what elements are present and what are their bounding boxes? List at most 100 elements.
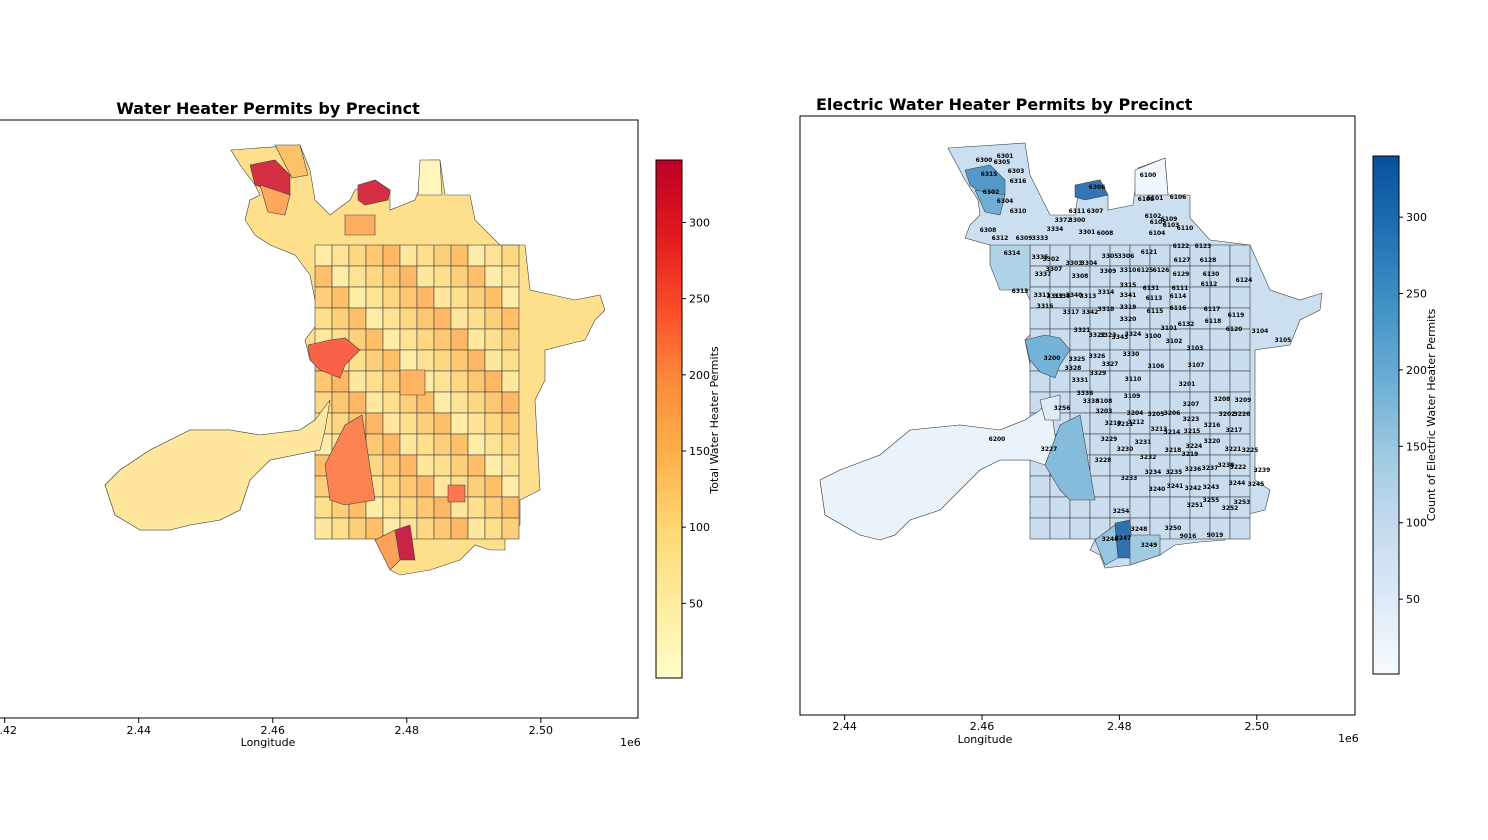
right-colorbar-band <box>1373 295 1399 302</box>
left-precinct-6100 <box>417 159 443 196</box>
right-precinct-label-3110: 3110 <box>1125 376 1142 383</box>
left-precinct-cell <box>433 433 452 456</box>
left-precinct-cell <box>399 349 418 372</box>
right-colorbar-band <box>1373 321 1399 328</box>
right-colorbar-band <box>1373 528 1399 535</box>
left-precinct-cell <box>484 412 503 435</box>
right-precinct-label-6307: 6307 <box>1087 208 1104 215</box>
left-precinct-cell <box>501 496 520 519</box>
right-precinct-label-6124: 6124 <box>1236 277 1253 284</box>
left-precinct-cell <box>484 265 503 288</box>
left-colorbar-tick-label: 200 <box>689 369 710 382</box>
right-colorbar-band <box>1373 383 1399 390</box>
right-precinct-label-6111: 6111 <box>1172 285 1189 292</box>
left-precinct-cell <box>467 286 486 309</box>
right-precinct-6200 <box>819 399 1061 541</box>
right-precinct-label-3105: 3105 <box>1275 337 1292 344</box>
left-colorbar-band <box>656 652 682 658</box>
right-precinct-label-3103: 3103 <box>1187 345 1204 352</box>
left-colorbar-band <box>656 160 682 166</box>
right-colorbar-band <box>1373 575 1399 582</box>
left-colorbar-band <box>656 279 682 285</box>
electric-water-heater-map-panel: Electric Water Heater Permits by Precinc… <box>799 95 1438 746</box>
left-precinct-cell <box>365 391 384 414</box>
left-colorbar-band <box>656 351 682 358</box>
left-precinct-cell <box>399 328 418 351</box>
left-precinct-cell <box>399 475 418 498</box>
left-colorbar-band <box>656 242 682 249</box>
right-colorbar-band <box>1373 269 1399 276</box>
right-colorbar-band <box>1373 642 1399 649</box>
left-precinct-cell <box>450 370 469 393</box>
right-colorbar-band <box>1373 596 1399 603</box>
left-precinct-cell <box>467 349 486 372</box>
right-precinct-cell <box>1209 286 1231 309</box>
left-colorbar-band <box>656 579 682 586</box>
left-precinct-cell <box>365 265 384 288</box>
right-precinct-cell <box>1129 496 1151 519</box>
left-precinct-cell <box>501 265 520 288</box>
right-precinct-label-3326: 3326 <box>1089 353 1106 360</box>
right-precinct-label-3109: 3109 <box>1124 393 1141 400</box>
right-precinct-cell <box>1049 517 1071 540</box>
right-colorbar-band <box>1373 503 1399 509</box>
left-precinct-cell <box>501 475 520 498</box>
right-precinct-label-3201: 3201 <box>1179 381 1196 388</box>
left-colorbar-band <box>656 201 682 208</box>
left-precinct-cell <box>365 433 384 456</box>
left-colorbar-band <box>656 253 682 260</box>
right-precinct-label-6118: 6118 <box>1205 318 1222 325</box>
left-precinct-cell <box>365 307 384 330</box>
left-precinct-cell <box>382 349 401 372</box>
right-colorbar-band <box>1373 668 1399 675</box>
left-precinct-3205 <box>447 484 466 503</box>
right-precinct-label-3251: 3251 <box>1187 502 1204 509</box>
left-precinct-3248 <box>374 529 401 571</box>
right-precinct-label-3314: 3314 <box>1098 289 1115 296</box>
left-precinct-cell <box>416 244 435 267</box>
right-precinct-cell <box>1229 244 1251 267</box>
right-precinct-label-6306: 6306 <box>1089 184 1106 191</box>
right-precinct-label-3305: 3305 <box>1102 253 1119 260</box>
right-precinct-cell <box>1149 370 1171 393</box>
right-precinct-label-3100: 3100 <box>1145 333 1162 340</box>
right-colorbar-band <box>1373 363 1399 369</box>
right-precinct-label-3317: 3317 <box>1063 309 1080 316</box>
right-colorbar-tick-label: 250 <box>1406 288 1427 301</box>
right-precinct-cell <box>1209 349 1231 372</box>
right-precinct-label-3249: 3249 <box>1141 542 1158 549</box>
right-colorbar-band <box>1373 166 1399 173</box>
left-precinct-cell <box>382 307 401 330</box>
right-precinct-label-3327: 3327 <box>1102 361 1119 368</box>
right-precinct-label-6102: 6102 <box>1145 213 1162 220</box>
right-precinct-cell <box>1229 517 1251 540</box>
water-heater-map-panel: Water Heater Permits by Precinct 2.422.4… <box>0 99 721 749</box>
left-precinct-cell <box>484 517 503 540</box>
right-precinct-label-3221: 3221 <box>1225 446 1242 453</box>
right-colorbar-band <box>1373 653 1399 660</box>
left-precinct-cell <box>433 349 452 372</box>
left-colorbar-band <box>656 330 682 337</box>
right-colorbar-band <box>1373 249 1399 256</box>
left-precinct-cell <box>467 307 486 330</box>
right-precinct-label-3341: 3341 <box>1120 292 1137 299</box>
right-colorbar-band <box>1373 637 1399 644</box>
right-colorbar-band <box>1373 378 1399 385</box>
left-precinct-3301 <box>344 214 376 236</box>
right-precinct-cell <box>1049 496 1071 519</box>
left-colorbar-band <box>656 299 682 306</box>
right-precinct-cell <box>1229 349 1251 372</box>
left-colorbar-band <box>656 263 682 270</box>
right-colorbar-band <box>1373 316 1399 323</box>
left-axes-frame <box>0 119 639 719</box>
left-colorbar-band <box>656 362 682 368</box>
right-precinct-label-3343: 3343 <box>1112 334 1129 341</box>
right-precinct-label-6312: 6312 <box>992 235 1009 242</box>
right-colorbar-band <box>1373 254 1399 261</box>
right-precinct-label-3328: 3328 <box>1065 365 1082 372</box>
left-colorbar-band <box>656 615 682 622</box>
right-precinct-label-3306: 3306 <box>1118 253 1135 260</box>
left-precinct-cell <box>365 328 384 351</box>
left-colorbar-band <box>656 532 682 539</box>
left-colorbar-band <box>656 341 682 348</box>
